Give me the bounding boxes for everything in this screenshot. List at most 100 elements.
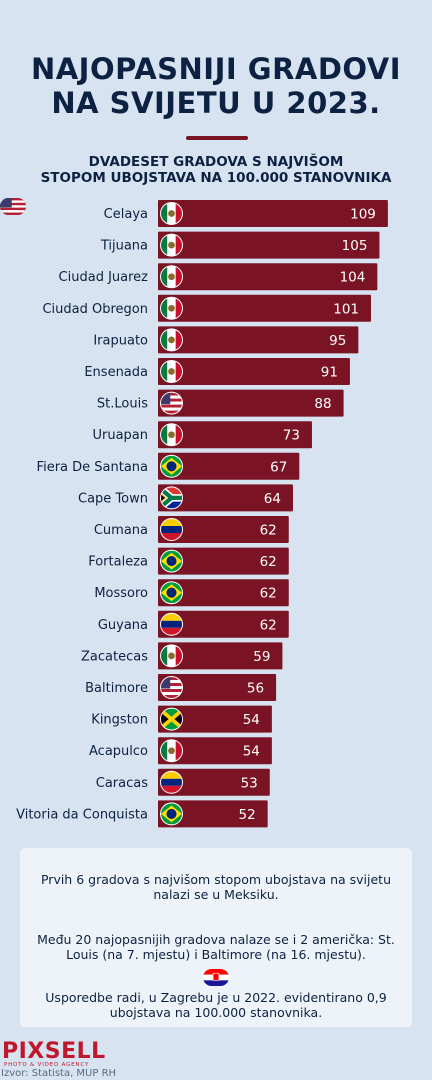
bar: [158, 768, 270, 796]
bar-row: Acapulco 54: [89, 737, 272, 765]
venezuela-flag-icon: [160, 770, 183, 794]
category-label: Fortaleza: [88, 555, 148, 570]
value-label: 59: [253, 649, 270, 665]
venezuela-flag-icon: [160, 612, 183, 636]
bar-row: Caracas 53: [96, 768, 270, 796]
info-item-1-line-2: nalazi se u Meksiku.: [153, 887, 279, 902]
bar: [158, 294, 372, 322]
bar-row: Ensenada 91: [84, 358, 350, 385]
mexico-flag-icon: [203, 854, 229, 871]
value-label: 101: [333, 301, 359, 317]
category-label: Acapulco: [89, 744, 148, 759]
bar-row: Vitoria da Conquista 52: [16, 800, 268, 828]
bar-row: Zacatecas 59: [81, 642, 283, 670]
category-label: Ciudad Juarez: [59, 270, 149, 285]
category-label: Ciudad Obregon: [42, 302, 148, 317]
bar-row: Cape Town 64: [78, 484, 293, 512]
value-label: 67: [270, 459, 287, 475]
bar: [158, 674, 277, 701]
category-label: Baltimore: [85, 681, 148, 696]
bar-row: Tijuana 105: [100, 231, 380, 259]
value-label: 62: [260, 554, 277, 570]
brazil-flag-icon: [160, 454, 183, 478]
category-label: Cumana: [94, 523, 148, 538]
category-label: Fiera De Santana: [37, 460, 148, 475]
value-label: 62: [260, 586, 277, 602]
usa-flag-icon: [160, 676, 183, 699]
croatia-flag-icon: [203, 969, 229, 986]
category-label: Zacatecas: [81, 649, 148, 664]
bar-row: Uruapan 73: [92, 421, 312, 449]
bar: [158, 737, 272, 765]
bar: [158, 326, 359, 354]
category-label: St.Louis: [97, 397, 148, 412]
bar: [158, 484, 293, 512]
brazil-flag-icon: [160, 549, 183, 573]
bar: [158, 800, 268, 828]
value-label: 109: [350, 207, 376, 223]
value-label: 53: [241, 775, 258, 791]
source-note: Izvor: Statista, MUP RH: [1, 1068, 117, 1079]
bar: [158, 200, 388, 227]
page-title: NAJOPASNIJI GRADOVI NA SVIJETU U 2023.: [0, 52, 432, 120]
value-label: 54: [243, 712, 260, 728]
mexico-flag-icon: [160, 739, 183, 763]
jamaica-flag-icon: [160, 707, 183, 731]
bar-row: St.Louis 88: [0, 198, 344, 417]
title-line-2: NA SVIJETU U 2023.: [51, 86, 381, 120]
bar: [158, 389, 344, 417]
category-label: Mossoro: [94, 586, 148, 601]
bar-row: Cumana 62: [94, 516, 289, 543]
bar: [158, 610, 289, 638]
info-item-1-line-1: Prvih 6 gradova s najvišom stopom ubojst…: [40, 872, 392, 887]
mexico-flag-icon: [160, 265, 183, 289]
value-label: 88: [314, 396, 331, 412]
value-label: 62: [260, 617, 277, 633]
value-label: 56: [247, 681, 264, 697]
bar: [158, 642, 283, 670]
info-item-2-line-2: Louis (na 7. mjestu) i Baltimore (na 16.…: [66, 947, 366, 962]
mexico-flag-icon: [160, 360, 183, 383]
brazil-flag-icon: [160, 581, 183, 605]
south-africa-flag-icon: [160, 486, 183, 510]
category-label: Uruapan: [92, 428, 148, 443]
usa-flag-icon: [0, 198, 183, 415]
info-item-3-line-1: Usporedbe radi, u Zagrebu je u 2022. evi…: [45, 990, 387, 1005]
bar-row: Kingston 54: [91, 705, 272, 733]
info-item-1: Prvih 6 gradova s najvišom stopom ubojst…: [20, 872, 412, 902]
category-label: Vitoria da Conquista: [16, 807, 148, 822]
value-label: 64: [264, 491, 281, 507]
value-label: 62: [260, 523, 277, 539]
mexico-flag-icon: [160, 644, 183, 668]
value-label: 104: [340, 270, 366, 286]
bar-row: Baltimore 56: [85, 674, 277, 701]
bar-row: Ciudad Juarez 104: [59, 263, 378, 291]
bar-row: Irapuato 95: [93, 326, 359, 354]
subtitle-line-1: DVADESET GRADOVA S NAJVIŠOM: [88, 154, 344, 170]
category-label: Ensenada: [84, 365, 148, 380]
value-label: 91: [321, 365, 338, 381]
category-label: Caracas: [96, 776, 148, 791]
bar: [158, 358, 350, 385]
bar: [158, 421, 312, 449]
mexico-flag-icon: [160, 328, 183, 352]
mexico-flag-icon: [160, 233, 183, 257]
info-item-3-line-2: ubojstava na 100.000 stanovnika.: [109, 1005, 323, 1020]
chart-subtitle: DVADESET GRADOVA S NAJVIŠOM STOPOM UBOJS…: [0, 154, 432, 186]
mexico-flag-icon: [160, 423, 183, 447]
bar: [158, 579, 289, 607]
bar: [158, 231, 380, 259]
category-label: Tijuana: [100, 239, 148, 254]
info-item-2: Među 20 najopasnijih gradova nalaze se i…: [20, 932, 412, 962]
category-label: Celaya: [104, 207, 148, 222]
bar: [158, 705, 272, 733]
value-label: 105: [342, 238, 368, 254]
bar: [158, 516, 289, 543]
value-label: 95: [329, 333, 346, 349]
mexico-flag-icon: [160, 296, 183, 320]
bar: [158, 547, 289, 575]
usa-flag-icon: [203, 911, 229, 928]
mexico-flag-icon: [0, 198, 183, 225]
bar-row: Fiera De Santana 67: [37, 452, 300, 480]
